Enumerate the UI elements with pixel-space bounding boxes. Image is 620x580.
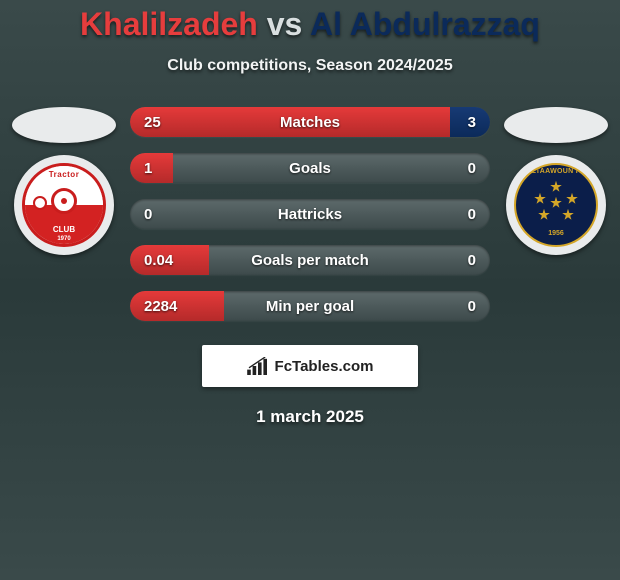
stat-value-right: 0 <box>468 245 476 275</box>
subtitle: Club competitions, Season 2024/2025 <box>0 57 620 75</box>
vs-text: vs <box>267 6 303 42</box>
stat-label: Min per goal <box>130 291 490 321</box>
stat-value-right: 3 <box>468 107 476 137</box>
club1-year: 1970 <box>25 236 103 242</box>
stat-label: Hattricks <box>130 199 490 229</box>
stat-bar: 0Hattricks0 <box>130 199 490 229</box>
chart-icon <box>247 357 269 375</box>
club1-name: Tractor <box>25 170 103 179</box>
comparison-card: Khalilzadeh vs Al Abdulrazzaq Club compe… <box>0 0 620 427</box>
stat-value-right: 0 <box>468 199 476 229</box>
stat-label: Goals per match <box>130 245 490 275</box>
stat-bar: 2284Min per goal0 <box>130 291 490 321</box>
stat-bars: 25Matches31Goals00Hattricks00.04Goals pe… <box>130 107 490 321</box>
attribution-badge: FcTables.com <box>202 345 418 387</box>
club2-year: 1956 <box>516 230 596 237</box>
date: 1 march 2025 <box>0 407 620 427</box>
main-row: Tractor CLUB 1970 25Matches31Goals00Hatt… <box>0 107 620 321</box>
page-title: Khalilzadeh vs Al Abdulrazzaq <box>0 6 620 43</box>
club2-name: ALTAAWOUN FC <box>516 168 596 175</box>
stat-value-right: 0 <box>468 153 476 183</box>
club1-logo: Tractor CLUB 1970 <box>14 155 114 255</box>
club1-sub: CLUB <box>25 225 103 234</box>
attribution-text: FcTables.com <box>275 358 374 375</box>
left-side: Tractor CLUB 1970 <box>8 107 120 255</box>
club2-logo: ALTAAWOUN FC 1956 <box>506 155 606 255</box>
player2-name: Al Abdulrazzaq <box>310 6 540 42</box>
player2-silhouette <box>504 107 608 143</box>
stat-bar: 0.04Goals per match0 <box>130 245 490 275</box>
player1-name: Khalilzadeh <box>80 6 258 42</box>
player1-silhouette <box>12 107 116 143</box>
stat-label: Goals <box>130 153 490 183</box>
stat-bar: 1Goals0 <box>130 153 490 183</box>
stat-bar: 25Matches3 <box>130 107 490 137</box>
stat-label: Matches <box>130 107 490 137</box>
stat-value-right: 0 <box>468 291 476 321</box>
right-side: ALTAAWOUN FC 1956 <box>500 107 612 255</box>
